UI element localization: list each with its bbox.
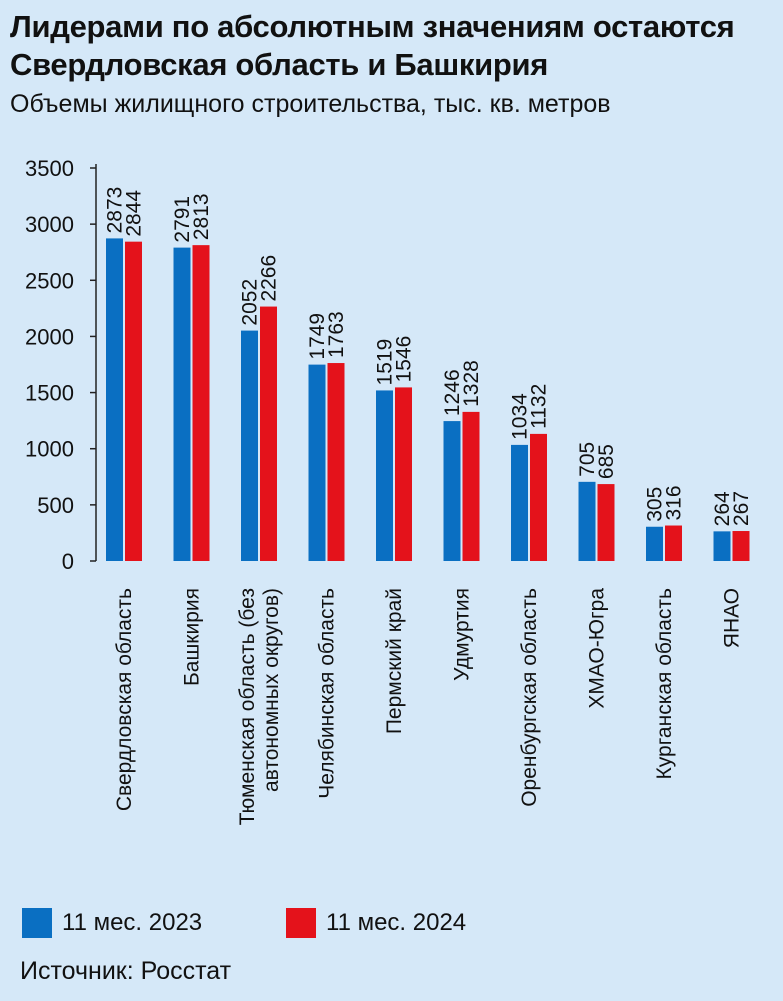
bar-2024 [530, 433, 547, 561]
bar-2024 [462, 411, 480, 561]
data-label: 1763 [325, 311, 348, 358]
category-label: Курганская область [653, 588, 676, 779]
bar-2024 [597, 484, 615, 561]
data-label: 1132 [528, 384, 551, 429]
data-label: 685 [595, 444, 618, 479]
category-label: Удмуртия [451, 588, 474, 681]
data-label: 2266 [258, 255, 281, 302]
category-label: Башкирия [181, 588, 204, 686]
data-label: 1749 [306, 313, 329, 360]
data-label: 2791 [171, 196, 194, 243]
data-label: 1034 [509, 393, 532, 440]
legend-label-2024: 11 мес. 2024 [326, 909, 467, 936]
bar-2023 [646, 526, 663, 561]
legend-item-2023: 11 мес. 2023 [22, 908, 202, 938]
legend: 11 мес. 2023 11 мес. 2024 [0, 908, 783, 942]
bar-2023 [578, 481, 596, 561]
legend-item-2024: 11 мес. 2024 [286, 908, 466, 938]
data-label: 305 [644, 487, 667, 522]
data-label: 2873 [104, 187, 127, 234]
bar-2023 [106, 238, 123, 561]
data-label: 2813 [190, 193, 213, 240]
bar-2024 [395, 387, 412, 561]
data-label: 2052 [239, 279, 262, 326]
legend-label-2023: 11 мес. 2023 [62, 909, 203, 936]
bar-2024 [192, 245, 210, 561]
y-tick-label: 1500 [25, 381, 74, 406]
bar-2024 [732, 531, 750, 561]
category-label: Оренбургская область [518, 588, 541, 807]
bar-2024 [260, 306, 277, 561]
legend-swatch-2023 [22, 908, 52, 938]
category-label: Свердловская область [113, 588, 136, 811]
data-label: 1328 [460, 360, 483, 407]
y-tick-label: 2500 [25, 268, 74, 293]
category-label: автономных округов) [260, 588, 283, 792]
bar-2023 [713, 531, 731, 561]
category-label: Челябинская область [316, 588, 339, 799]
data-label: 1519 [374, 339, 397, 386]
bar-2023 [443, 421, 461, 561]
bar-2023 [511, 444, 528, 561]
y-tick-label: 500 [37, 493, 74, 518]
y-tick-label: 2000 [25, 324, 74, 349]
data-label: 2844 [123, 190, 146, 237]
category-label: ХМАО-Югра [586, 588, 609, 709]
data-label: 1546 [393, 336, 416, 383]
y-tick-label: 3000 [25, 212, 74, 237]
category-label: Тюменская область (без [236, 588, 259, 825]
bar-2023 [173, 247, 191, 561]
y-tick-label: 1000 [25, 437, 74, 462]
data-label: 264 [711, 491, 734, 526]
y-tick-label: 3500 [25, 156, 74, 181]
bar-2023 [376, 390, 393, 561]
data-label: 267 [730, 491, 753, 526]
data-label: 316 [663, 485, 686, 520]
chart-title: Лидерами по абсолютным значениям остаютс… [10, 9, 735, 82]
bar-2023 [308, 364, 326, 561]
y-tick-label: 0 [62, 549, 74, 574]
bar-2023 [241, 330, 258, 561]
chart-subtitle: Объемы жилищного строительства, тыс. кв.… [10, 90, 611, 118]
category-label: ЯНАО [721, 588, 744, 648]
legend-swatch-2024 [286, 908, 316, 938]
data-label: 705 [576, 442, 599, 477]
bar-2024 [327, 363, 345, 561]
data-label: 1246 [441, 369, 464, 416]
bar-2024 [125, 241, 142, 561]
bar-2024 [665, 525, 682, 561]
category-label: Пермский край [383, 588, 406, 734]
source-note: Источник: Росстат [20, 957, 232, 985]
